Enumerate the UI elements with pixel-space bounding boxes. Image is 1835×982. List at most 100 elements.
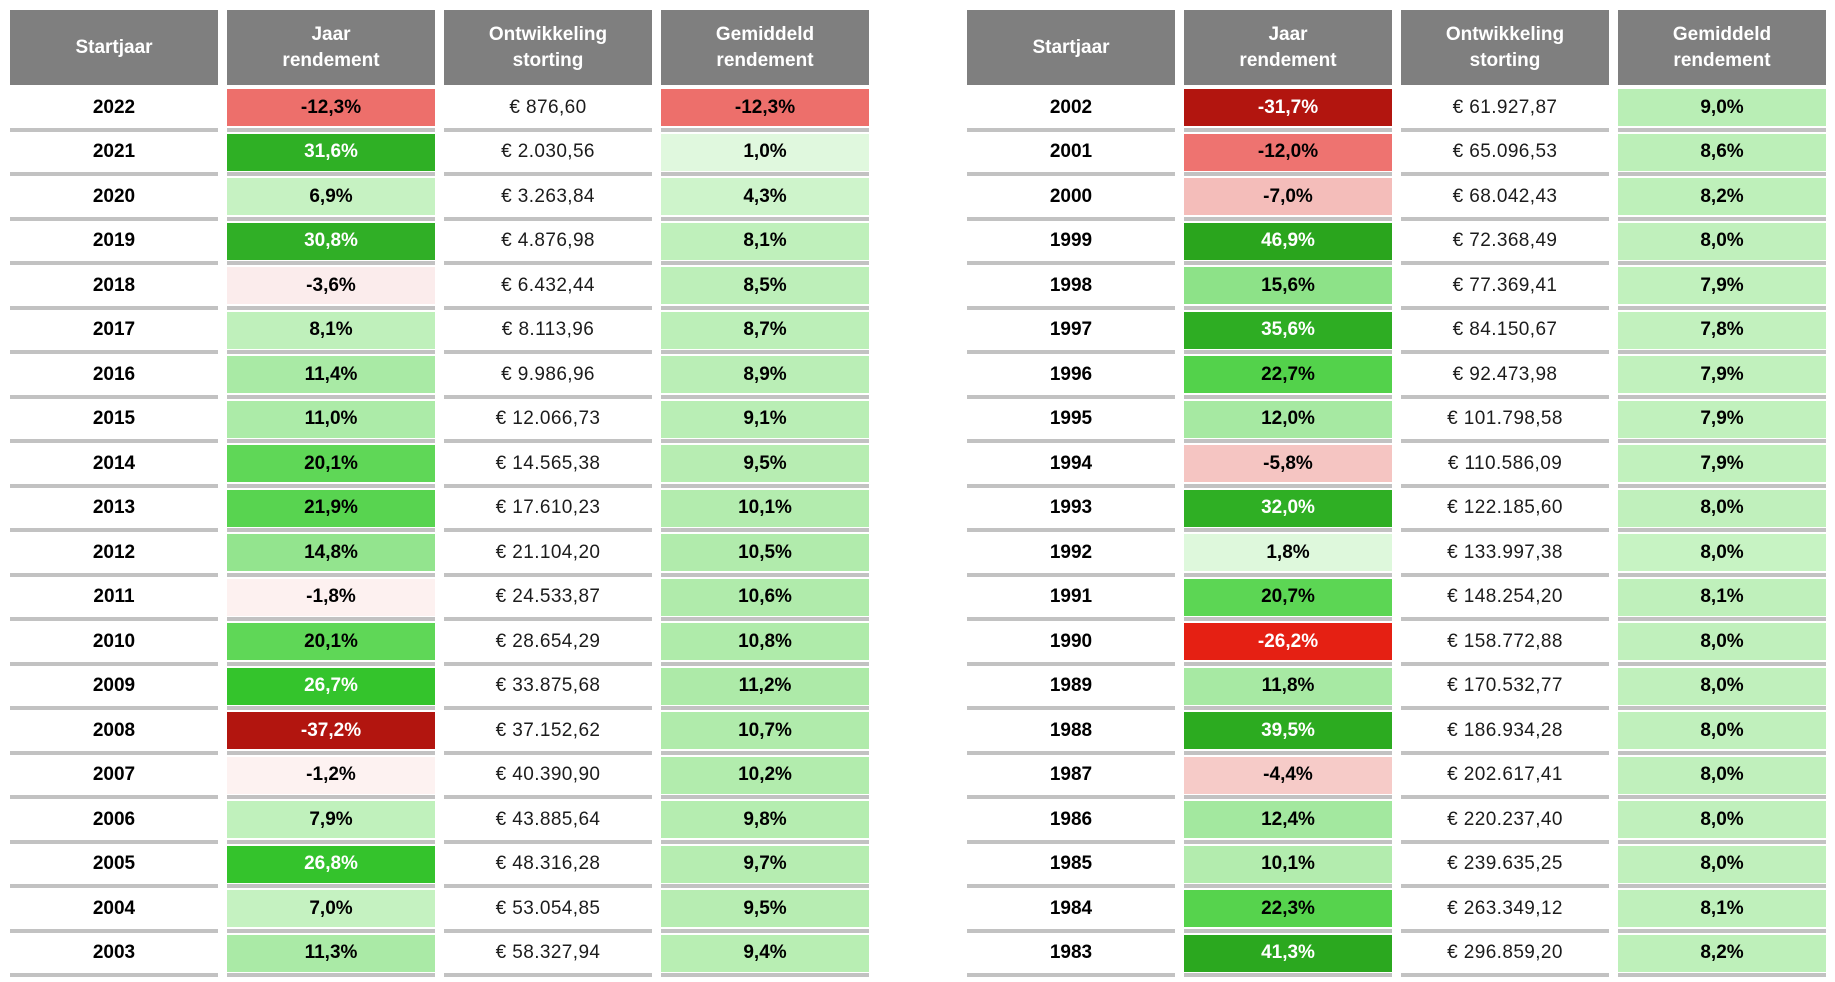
cell-ontwikkeling-storting: € 220.237,40: [1401, 801, 1609, 838]
cell-ontwikkeling-storting: € 84.150,67: [1401, 311, 1609, 349]
cell-gemiddeld-rendement: 10,5%: [661, 534, 869, 571]
row-separator: [10, 394, 218, 399]
row-separator: [227, 795, 435, 799]
row-separator: [1184, 305, 1392, 310]
cell-gemiddeld-rendement: 8,0%: [1618, 489, 1826, 527]
cell-startjaar: 2009: [10, 667, 218, 705]
cell-ontwikkeling-storting: € 14.565,38: [444, 445, 652, 482]
row-separator: [1401, 839, 1609, 844]
cell-ontwikkeling-storting: € 4.876,98: [444, 222, 652, 260]
cell-gemiddeld-rendement: 8,7%: [661, 311, 869, 349]
row-separator: [1184, 483, 1392, 488]
row-separator: [1401, 305, 1609, 310]
cell-startjaar: 1998: [967, 267, 1175, 304]
row-separator: [1401, 127, 1609, 132]
row-separator: [967, 350, 1175, 354]
cell-jaar-rendement: 15,6%: [1184, 267, 1392, 304]
row-separator: [444, 305, 652, 310]
row-separator: [227, 617, 435, 621]
cell-ontwikkeling-storting: € 58.327,94: [444, 934, 652, 972]
cell-startjaar: 2005: [10, 845, 218, 883]
returns-table-left: Startjaar Jaar rendement Ontwikkeling st…: [10, 10, 869, 979]
cell-gemiddeld-rendement: 8,0%: [1618, 623, 1826, 660]
cell-gemiddeld-rendement: 7,9%: [1618, 445, 1826, 482]
row-separator: [227, 394, 435, 399]
cell-ontwikkeling-storting: € 2.030,56: [444, 133, 652, 171]
cell-ontwikkeling-storting: € 170.532,77: [1401, 667, 1609, 705]
row-separator: [227, 439, 435, 443]
cell-ontwikkeling-storting: € 48.316,28: [444, 845, 652, 883]
row-separator: [1618, 439, 1826, 443]
cell-startjaar: 2001: [967, 133, 1175, 171]
cell-gemiddeld-rendement: 10,8%: [661, 623, 869, 660]
row-separator: [1618, 483, 1826, 488]
row-separator: [10, 305, 218, 310]
row-separator: [227, 661, 435, 666]
cell-gemiddeld-rendement: 1,0%: [661, 133, 869, 171]
row-separator: [967, 839, 1175, 844]
row-separator: [227, 483, 435, 488]
row-separator: [1401, 394, 1609, 399]
cell-jaar-rendement: -4,4%: [1184, 756, 1392, 794]
row-separator: [1618, 706, 1826, 710]
cell-jaar-rendement: 41,3%: [1184, 934, 1392, 972]
cell-startjaar: 1994: [967, 445, 1175, 482]
row-separator: [1184, 572, 1392, 577]
cell-jaar-rendement: 22,3%: [1184, 890, 1392, 927]
row-separator: [444, 928, 652, 933]
cell-startjaar: 2002: [967, 89, 1175, 126]
cell-jaar-rendement: 11,0%: [227, 400, 435, 438]
cell-startjaar: 2012: [10, 534, 218, 571]
row-separator: [1184, 439, 1392, 443]
cell-gemiddeld-rendement: 9,0%: [1618, 89, 1826, 126]
cell-jaar-rendement: 10,1%: [1184, 845, 1392, 883]
cell-ontwikkeling-storting: € 110.586,09: [1401, 445, 1609, 482]
cell-ontwikkeling-storting: € 148.254,20: [1401, 578, 1609, 616]
row-separator: [1401, 706, 1609, 710]
row-separator: [444, 216, 652, 221]
row-separator: [967, 795, 1175, 799]
cell-gemiddeld-rendement: 9,1%: [661, 400, 869, 438]
cell-gemiddeld-rendement: 10,7%: [661, 712, 869, 749]
column-header-gemiddeld-rendement: Gemiddeld rendement: [1618, 10, 1826, 85]
cell-ontwikkeling-storting: € 61.927,87: [1401, 89, 1609, 126]
cell-ontwikkeling-storting: € 12.066,73: [444, 400, 652, 438]
row-separator: [10, 127, 218, 132]
cell-jaar-rendement: 14,8%: [227, 534, 435, 571]
cell-startjaar: 2015: [10, 400, 218, 438]
cell-startjaar: 2013: [10, 489, 218, 527]
row-separator: [444, 127, 652, 132]
cell-gemiddeld-rendement: 7,9%: [1618, 356, 1826, 393]
row-separator: [661, 261, 869, 265]
cell-startjaar: 1988: [967, 712, 1175, 749]
cell-startjaar: 2004: [10, 890, 218, 927]
row-separator: [967, 305, 1175, 310]
cell-ontwikkeling-storting: € 202.617,41: [1401, 756, 1609, 794]
cell-ontwikkeling-storting: € 28.654,29: [444, 623, 652, 660]
row-separator: [1401, 172, 1609, 176]
cell-startjaar: 1987: [967, 756, 1175, 794]
cell-startjaar: 2020: [10, 178, 218, 215]
cell-ontwikkeling-storting: € 876,60: [444, 89, 652, 126]
column-header-jaar-rendement: Jaar rendement: [227, 10, 435, 85]
cell-ontwikkeling-storting: € 53.054,85: [444, 890, 652, 927]
cell-jaar-rendement: 20,7%: [1184, 578, 1392, 616]
row-separator: [444, 439, 652, 443]
row-separator: [1184, 973, 1392, 977]
row-separator: [1401, 216, 1609, 221]
cell-startjaar: 2008: [10, 712, 218, 749]
cell-jaar-rendement: 22,7%: [1184, 356, 1392, 393]
cell-ontwikkeling-storting: € 37.152,62: [444, 712, 652, 749]
cell-jaar-rendement: 20,1%: [227, 445, 435, 482]
row-separator: [1401, 439, 1609, 443]
cell-gemiddeld-rendement: 8,0%: [1618, 756, 1826, 794]
row-separator: [1618, 750, 1826, 755]
cell-ontwikkeling-storting: € 77.369,41: [1401, 267, 1609, 304]
cell-jaar-rendement: 46,9%: [1184, 222, 1392, 260]
row-separator: [444, 795, 652, 799]
row-separator: [10, 483, 218, 488]
cell-jaar-rendement: -1,8%: [227, 578, 435, 616]
row-separator: [227, 839, 435, 844]
row-separator: [10, 528, 218, 532]
cell-startjaar: 1993: [967, 489, 1175, 527]
